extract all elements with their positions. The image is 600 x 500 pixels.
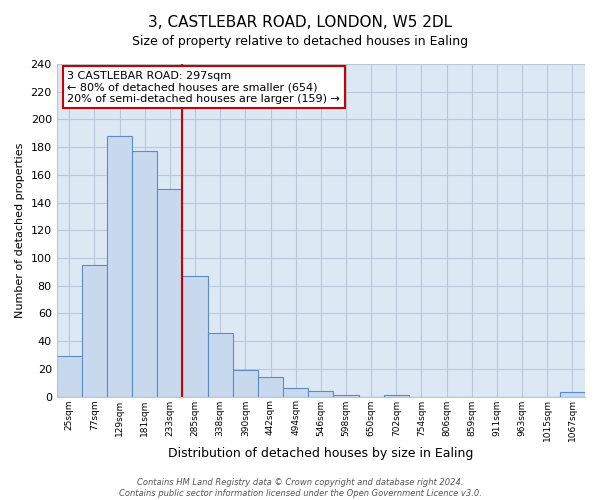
- Bar: [258, 377, 283, 396]
- X-axis label: Distribution of detached houses by size in Ealing: Distribution of detached houses by size …: [168, 447, 473, 460]
- Bar: [157, 188, 182, 396]
- Bar: [208, 333, 233, 396]
- Bar: [82, 265, 107, 396]
- Bar: [560, 392, 585, 396]
- Text: 3, CASTLEBAR ROAD, LONDON, W5 2DL: 3, CASTLEBAR ROAD, LONDON, W5 2DL: [148, 15, 452, 30]
- Bar: [384, 395, 409, 396]
- Text: Size of property relative to detached houses in Ealing: Size of property relative to detached ho…: [132, 35, 468, 48]
- Bar: [132, 152, 157, 396]
- Bar: [56, 356, 82, 397]
- Text: 3 CASTLEBAR ROAD: 297sqm
← 80% of detached houses are smaller (654)
20% of semi-: 3 CASTLEBAR ROAD: 297sqm ← 80% of detach…: [67, 70, 340, 104]
- Bar: [334, 395, 359, 396]
- Y-axis label: Number of detached properties: Number of detached properties: [15, 142, 25, 318]
- Bar: [233, 370, 258, 396]
- Text: Contains HM Land Registry data © Crown copyright and database right 2024.
Contai: Contains HM Land Registry data © Crown c…: [119, 478, 481, 498]
- Bar: [283, 388, 308, 396]
- Bar: [182, 276, 208, 396]
- Bar: [308, 391, 334, 396]
- Bar: [107, 136, 132, 396]
